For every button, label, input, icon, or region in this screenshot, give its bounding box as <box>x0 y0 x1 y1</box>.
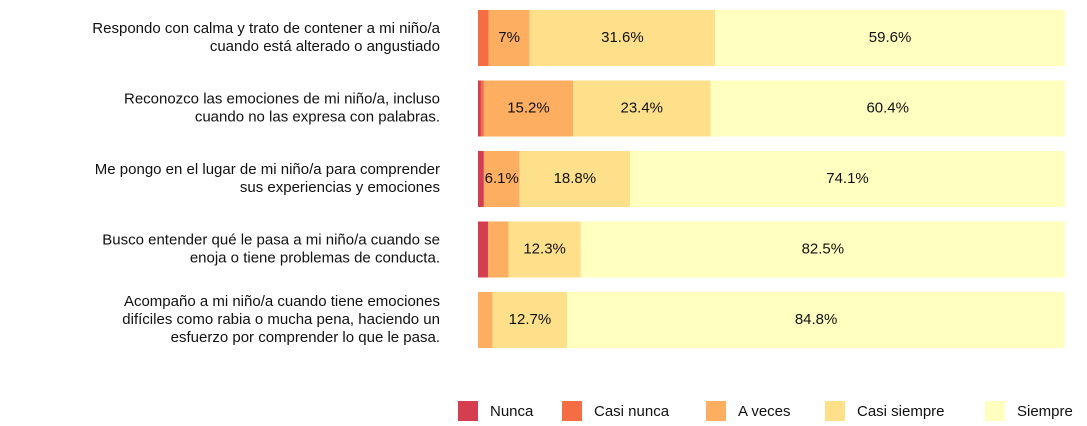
legend-swatch <box>706 401 726 421</box>
bar-segment <box>529 10 716 66</box>
legend-swatch <box>458 401 478 421</box>
value-label: 23.4% <box>620 99 663 116</box>
bar-segment <box>478 80 481 137</box>
bar-segment <box>567 292 1065 348</box>
value-label: 7% <box>498 29 520 46</box>
legend-label: Casi nunca <box>594 403 670 420</box>
bar-segment <box>483 80 574 137</box>
bar-segment <box>478 151 484 207</box>
category-label: sus experiencias y emociones <box>240 179 440 196</box>
value-label: 82.5% <box>802 240 845 257</box>
value-label: 31.6% <box>601 29 644 46</box>
value-label: 60.4% <box>866 99 909 116</box>
legend-label: Siempre <box>1017 403 1073 420</box>
bar-segment <box>488 10 530 66</box>
bar-segment <box>480 80 484 137</box>
value-label: 12.7% <box>509 311 552 328</box>
legend-label: Casi siempre <box>857 403 945 420</box>
value-label: 12.3% <box>523 240 566 257</box>
legend-swatch <box>562 401 582 421</box>
category-label: Me pongo en el lugar de mi niño/a para c… <box>95 161 440 178</box>
legend-label: Nunca <box>490 403 534 420</box>
legend-label: A veces <box>738 403 791 420</box>
category-label: cuando no las expresa con palabras. <box>195 108 440 125</box>
bar-segment <box>478 292 493 348</box>
bar-segment <box>478 221 488 278</box>
category-label: enoja o tiene problemas de conducta. <box>190 249 440 266</box>
category-label: difíciles como rabia o mucha pena, hacie… <box>122 311 440 328</box>
bar-segment <box>487 221 509 278</box>
legend-swatch <box>985 401 1005 421</box>
bar-segment <box>580 221 1065 278</box>
category-label: Reconozco las emociones de mi niño/a, in… <box>124 90 440 107</box>
value-label: 84.8% <box>795 311 838 328</box>
legend-swatch <box>825 401 845 421</box>
bar-segment <box>483 151 520 207</box>
bar-segment <box>710 80 1065 137</box>
value-label: 59.6% <box>869 29 912 46</box>
bar-segment <box>519 151 631 207</box>
value-label: 18.8% <box>554 170 597 187</box>
category-label: cuando está alterado o angustiado <box>210 38 440 55</box>
bar-segment <box>492 292 568 348</box>
bar-segment <box>630 151 1065 207</box>
value-label: 15.2% <box>507 99 550 116</box>
bar-segment <box>508 221 581 278</box>
value-label: 6.1% <box>485 170 519 187</box>
bar-segment <box>715 10 1065 66</box>
bar-segment <box>478 10 489 66</box>
category-label: Busco entender qué le pasa a mi niño/a c… <box>102 231 440 248</box>
category-label: esfuerzo por comprender lo que le pasa. <box>171 329 440 346</box>
category-label: Acompaño a mi niño/a cuando tiene emocio… <box>124 293 440 310</box>
bar-segment <box>573 80 711 137</box>
value-label: 74.1% <box>826 170 869 187</box>
category-label: Respondo con calma y trato de contener a… <box>92 20 440 37</box>
